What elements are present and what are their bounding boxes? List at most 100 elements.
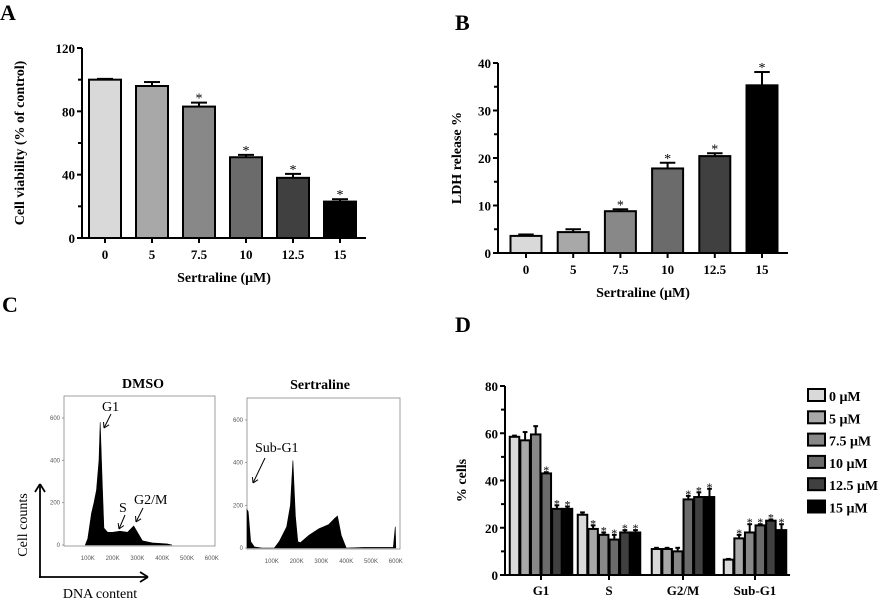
legend-label: 15 μM — [829, 502, 868, 517]
panel-label-d: D — [455, 312, 471, 337]
significance-asterisk: * — [290, 163, 297, 178]
x-axis-label: Sertraline (μM) — [596, 286, 690, 301]
bar — [561, 507, 574, 577]
bar — [661, 548, 673, 577]
y-tick-label: 120 — [56, 41, 76, 56]
y-tick-label: 30 — [478, 104, 491, 119]
x-axis-label: DNA content — [63, 587, 137, 602]
bar — [693, 496, 705, 577]
y-tick-label: 0 — [57, 543, 61, 549]
legend-label: 10 μM — [829, 457, 868, 472]
x-tick-label: 600K — [205, 556, 219, 562]
y-tick-label: 600 — [233, 418, 244, 424]
significance-asterisk: * — [664, 152, 671, 167]
y-tick-label: 0 — [69, 231, 76, 246]
bar — [576, 513, 589, 576]
legend-label: 5 μM — [829, 412, 861, 427]
panel-c-histograms: DMSO 100K 200K 300K 400K 500K 600K 0 200 400 600 Se… — [16, 377, 403, 602]
significance-asterisk: * — [243, 144, 250, 159]
x-tick-label: G1 — [533, 583, 550, 598]
bar — [629, 531, 642, 576]
significance-asterisk: * — [633, 521, 639, 535]
panel-label-b: B — [455, 10, 470, 35]
y-tick-label: 20 — [485, 521, 498, 536]
bar — [743, 531, 756, 576]
panel-d-chart: 0 20 40 60 80 % cells * * * G1 * * * * * S * * * G2/M * * * * * S… — [455, 379, 878, 598]
histogram-title: DMSO — [122, 377, 164, 392]
significance-asterisk: * — [543, 463, 549, 477]
x-tick-label: Sub-G1 — [734, 583, 777, 598]
bar — [651, 167, 685, 254]
x-tick-label: 5 — [570, 262, 577, 277]
x-tick-label: 7.5 — [612, 262, 629, 277]
y-tick-label: 0 — [240, 546, 244, 552]
annotation-arrow — [118, 514, 126, 530]
significance-asterisk: * — [711, 142, 718, 157]
significance-asterisk: * — [736, 526, 742, 540]
arrow-head — [139, 571, 149, 578]
x-tick-label: 300K — [314, 559, 328, 565]
arrow-head — [34, 483, 41, 493]
x-tick-label: 10 — [240, 247, 253, 262]
significance-asterisk: * — [196, 92, 203, 107]
x-tick-label: 400K — [155, 556, 169, 562]
y-axis-label: LDH release % — [450, 112, 465, 204]
y-axis-label: % cells — [455, 458, 470, 502]
x-tick-label: 600K — [389, 559, 403, 565]
legend-swatch — [807, 477, 826, 492]
y-axis-label: Cell viability (% of control) — [13, 60, 28, 225]
significance-asterisk: * — [554, 496, 560, 510]
significance-asterisk: * — [565, 497, 571, 511]
bar — [671, 550, 684, 576]
y-tick-label: 400 — [233, 461, 244, 467]
significance-asterisk: * — [696, 483, 702, 497]
y-tick-label: 20 — [478, 151, 491, 166]
bar — [765, 519, 777, 576]
annotation-sub-g1: Sub-G1 — [255, 441, 299, 456]
x-tick-label: 500K — [364, 559, 378, 565]
bar — [519, 439, 531, 576]
histogram-area — [84, 422, 173, 546]
bar — [509, 234, 543, 254]
significance-asterisk: * — [617, 198, 624, 213]
bar — [556, 231, 590, 255]
bar — [745, 84, 779, 254]
bar — [603, 210, 637, 254]
panel-label-c: C — [2, 292, 18, 317]
bar — [619, 531, 631, 576]
x-tick-label: 12.5 — [703, 262, 726, 277]
x-tick-label: 300K — [130, 556, 144, 562]
x-tick-label: 15 — [334, 247, 348, 262]
y-tick-label: 0 — [492, 568, 499, 583]
x-tick-label: G2/M — [667, 583, 700, 598]
y-tick-label: 10 — [478, 199, 491, 214]
y-tick-label: 600 — [50, 416, 61, 422]
legend-swatch — [807, 432, 826, 447]
histogram-area — [246, 460, 397, 549]
y-tick-label: 40 — [62, 168, 75, 183]
bar — [698, 155, 732, 255]
x-tick-label: 0 — [102, 247, 109, 262]
significance-asterisk: * — [685, 487, 691, 501]
bar — [323, 200, 357, 239]
legend-label: 12.5 μM — [829, 479, 878, 494]
y-tick-label: 60 — [485, 426, 498, 441]
arrow-head — [252, 479, 259, 484]
x-tick-label: 10 — [661, 262, 674, 277]
bar — [650, 548, 663, 577]
arrow-head — [251, 476, 254, 484]
y-tick-label: 200 — [233, 503, 244, 509]
x-tick-label: 100K — [81, 556, 95, 562]
y-tick-label: 80 — [485, 379, 498, 394]
arrow-head — [103, 424, 110, 429]
significance-asterisk: * — [759, 61, 766, 76]
bar — [88, 78, 122, 239]
x-tick-label: 200K — [106, 556, 120, 562]
bar — [608, 538, 621, 576]
panel-label-a: A — [0, 0, 16, 25]
x-tick-label: 5 — [149, 247, 156, 262]
bar — [703, 496, 716, 577]
arrow-head — [39, 483, 46, 493]
legend-swatch — [807, 410, 826, 425]
